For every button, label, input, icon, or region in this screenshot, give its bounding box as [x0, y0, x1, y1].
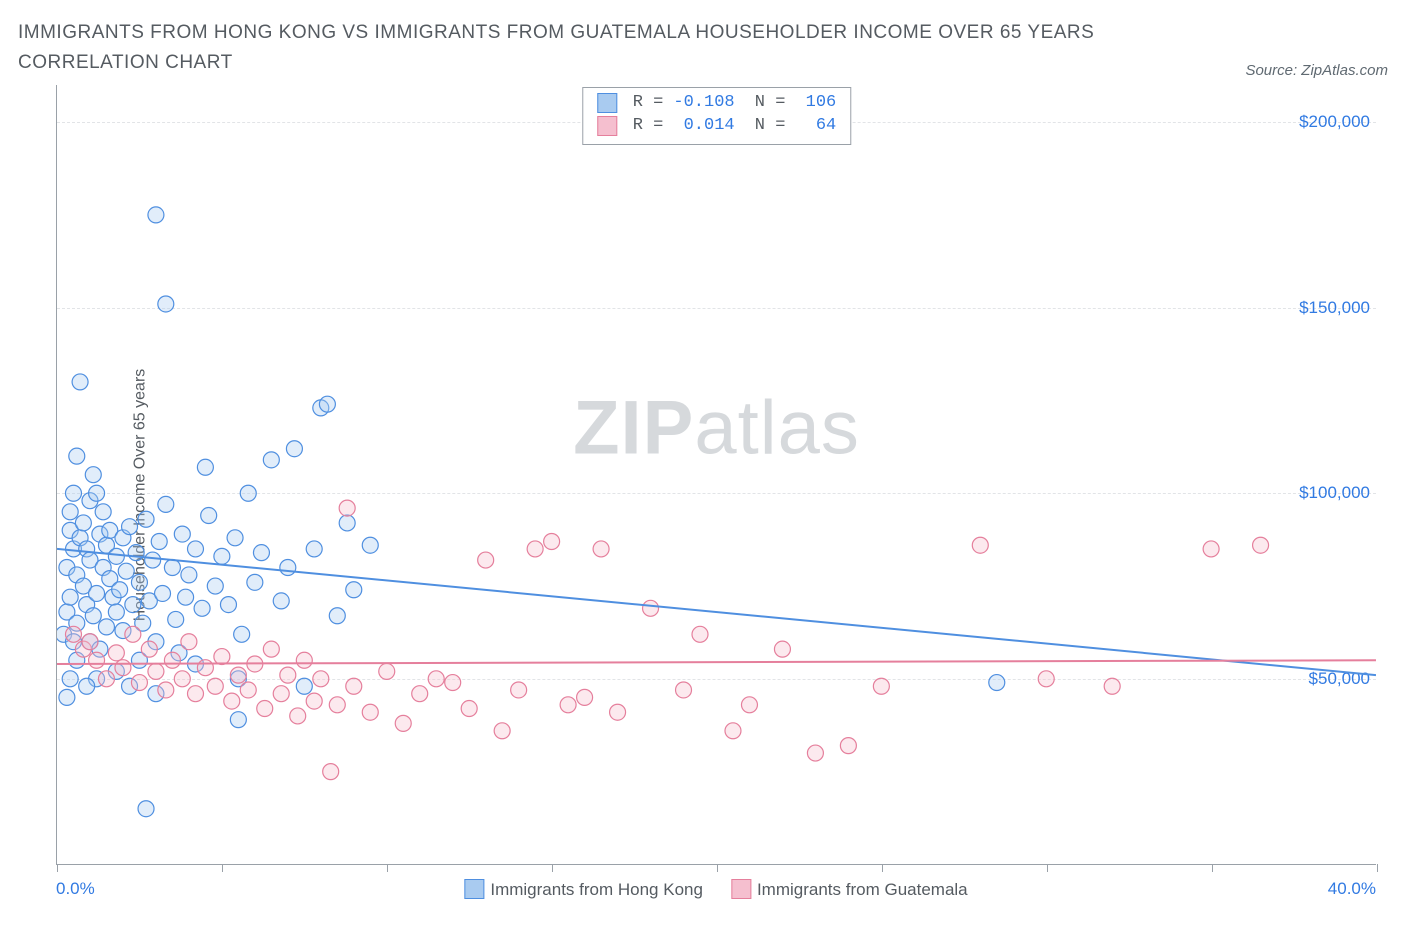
regression-line — [57, 660, 1376, 664]
x-tick — [1377, 864, 1378, 872]
r-label: R = — [633, 92, 664, 115]
source-label: Source: ZipAtlas.com — [1245, 62, 1388, 79]
x-tick-max: 40.0% — [1328, 879, 1376, 899]
x-tick — [882, 864, 883, 872]
stats-legend-row: R = -0.108 N = 106 — [597, 92, 836, 115]
n-value: 106 — [795, 92, 836, 115]
stats-legend-row: R = 0.014 N = 64 — [597, 115, 836, 138]
legend-series-name: Immigrants from Hong Kong — [490, 880, 703, 899]
regression-line — [57, 549, 1376, 675]
legend-series-name: Immigrants from Guatemala — [757, 880, 968, 899]
x-tick — [717, 864, 718, 872]
r-value: 0.014 — [673, 115, 734, 138]
stats-legend: R =-0.108 N = 106R = 0.014 N = 64 — [582, 87, 851, 145]
legend-item: Immigrants from Hong Kong — [464, 879, 703, 900]
legend-swatch — [597, 93, 617, 113]
legend-swatch — [464, 879, 484, 899]
x-tick-min: 0.0% — [56, 879, 95, 899]
regression-lines-layer — [57, 85, 1376, 864]
x-tick — [222, 864, 223, 872]
n-value: 64 — [795, 115, 836, 138]
x-tick — [57, 864, 58, 872]
x-tick — [552, 864, 553, 872]
x-tick — [1047, 864, 1048, 872]
r-value: -0.108 — [673, 92, 734, 115]
plot-area: ZIPatlas R =-0.108 N = 106R = 0.014 N = … — [56, 85, 1376, 865]
chart-container: Householder Income Over 65 years ZIPatla… — [18, 85, 1388, 905]
x-axis-row: 0.0% Immigrants from Hong KongImmigrants… — [56, 879, 1376, 907]
legend-item: Immigrants from Guatemala — [731, 879, 968, 900]
n-label: N = — [745, 92, 786, 115]
legend-swatch — [731, 879, 751, 899]
x-tick — [387, 864, 388, 872]
chart-title: IMMIGRANTS FROM HONG KONG VS IMMIGRANTS … — [18, 18, 1138, 79]
series-legend: Immigrants from Hong Kong Immigrants from… — [464, 879, 967, 900]
x-tick — [1212, 864, 1213, 872]
n-label: N = — [745, 115, 786, 138]
legend-swatch — [597, 116, 617, 136]
r-label: R = — [633, 115, 664, 138]
